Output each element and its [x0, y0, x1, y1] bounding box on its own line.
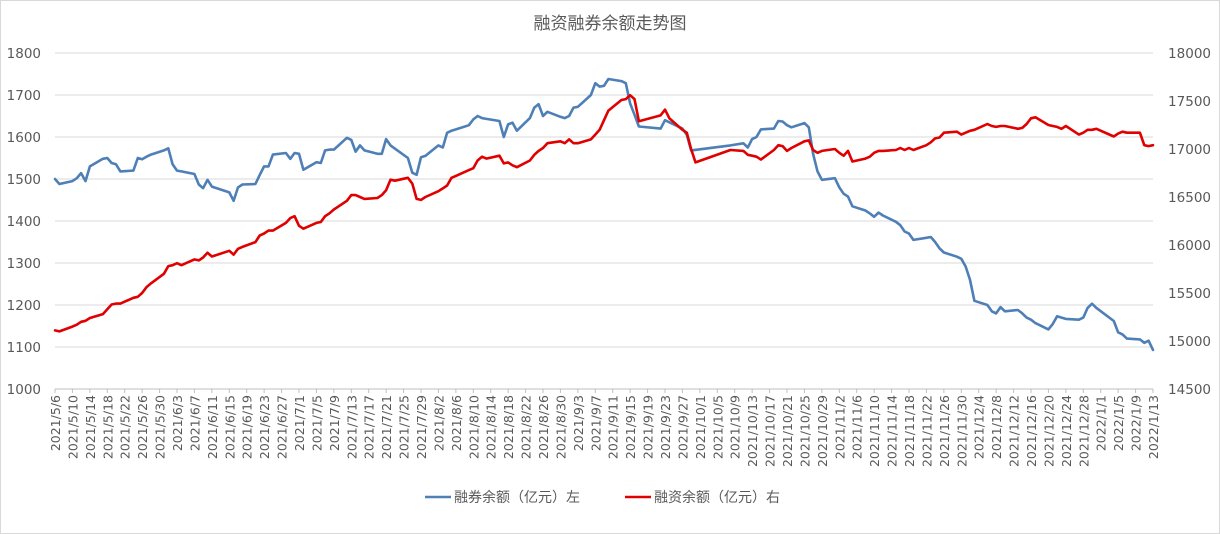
- x-tick-label: 2021/7/9: [327, 395, 342, 451]
- x-tick-label: 2021/6/27: [275, 395, 290, 459]
- x-tick-label: 2021/11/30: [954, 395, 969, 467]
- x-tick-label: 2021/12/28: [1076, 395, 1091, 467]
- x-tick-label: 2021/8/22: [519, 395, 534, 459]
- x-tick-label: 2021/8/10: [466, 395, 481, 459]
- x-tick-label: 2021/9/7: [588, 395, 603, 451]
- x-tick-label: 2021/5/6: [48, 395, 63, 451]
- x-tick-label: 2021/6/7: [187, 395, 202, 451]
- x-tick-label: 2021/10/1: [693, 395, 708, 459]
- x-tick-label: 2021/9/11: [606, 395, 621, 459]
- x-tick-label: 2022/1/13: [1146, 395, 1161, 459]
- x-tick-label: 2021/5/18: [100, 395, 115, 459]
- series-line-short-balance: [53, 77, 1155, 352]
- x-tick-label: 2021/6/23: [257, 395, 272, 459]
- x-tick-label: 2021/7/17: [362, 395, 377, 459]
- right-tick-label: 14500: [1168, 382, 1211, 398]
- x-tick-label: 2021/7/29: [414, 395, 429, 459]
- right-tick-label: 15500: [1168, 286, 1211, 302]
- left-tick-label: 1700: [7, 88, 41, 104]
- right-tick-label: 16500: [1168, 190, 1211, 206]
- x-tick-label: 2021/8/26: [536, 395, 551, 459]
- left-tick-label: 1000: [7, 382, 41, 398]
- x-tick-label: 2021/6/11: [205, 395, 220, 459]
- left-y-axis: 1000 1100 1200 1300 1400 1500 1600 1700 1800: [7, 46, 41, 398]
- x-tick-label: 2022/1/1: [1094, 395, 1109, 451]
- x-tick-label: 2021/12/4: [972, 395, 987, 459]
- right-tick-label: 17500: [1168, 94, 1211, 110]
- legend-label: 融券余额（亿元）左: [454, 489, 580, 506]
- x-tick-label: 2021/10/17: [763, 395, 778, 467]
- x-tick-label: 2021/10/13: [745, 395, 760, 467]
- x-tick-label: 2021/10/5: [710, 395, 725, 459]
- x-tick-label: 2021/6/3: [170, 395, 185, 451]
- x-tick-label: 2021/11/22: [919, 395, 934, 467]
- left-tick-label: 1500: [7, 172, 41, 188]
- gridlines: [55, 52, 1153, 390]
- x-tick-label: 2021/5/30: [153, 395, 168, 459]
- series-line-margin-balance: [53, 93, 1155, 333]
- x-tick-label: 2021/9/15: [623, 395, 638, 459]
- left-tick-label: 1300: [7, 256, 41, 272]
- right-tick-label: 17000: [1168, 142, 1211, 158]
- left-tick-label: 1800: [7, 46, 41, 62]
- left-tick-label: 1100: [7, 340, 41, 356]
- x-tick-label: 2021/11/10: [867, 395, 882, 467]
- x-tick-label: 2021/5/26: [135, 395, 150, 459]
- legend-label: 融资余额（亿元）右: [654, 489, 780, 506]
- x-tick-label: 2021/7/13: [344, 395, 359, 459]
- legend: 融券余额（亿元）左 融资余额（亿元）右: [425, 489, 780, 506]
- x-tick-label: 2021/11/14: [885, 395, 900, 467]
- x-tick-label: 2021/5/14: [83, 395, 98, 459]
- x-tick-label: 2021/12/12: [1007, 395, 1022, 467]
- x-tick-label: 2021/12/20: [1041, 395, 1056, 467]
- series-layer: [53, 77, 1155, 352]
- x-tick-label: 2021/8/2: [431, 395, 446, 451]
- x-tick-label: 2021/8/14: [484, 395, 499, 459]
- left-tick-label: 1400: [7, 214, 41, 230]
- left-tick-label: 1200: [7, 298, 41, 314]
- x-tick-label: 2021/11/6: [850, 395, 865, 459]
- x-tick-label: 2021/9/19: [641, 395, 656, 459]
- x-tick-label: 2021/9/3: [571, 395, 586, 451]
- x-tick-label: 2021/9/27: [675, 395, 690, 459]
- x-tick-label: 2021/10/29: [815, 395, 830, 467]
- x-tick-label: 2021/7/5: [309, 395, 324, 451]
- x-tick-label: 2021/7/25: [397, 395, 412, 459]
- x-tick-label: 2021/10/25: [797, 395, 812, 467]
- x-tick-label: 2021/10/9: [728, 395, 743, 459]
- x-tick-label: 2021/12/24: [1059, 395, 1074, 467]
- x-tick-label: 2021/11/26: [937, 395, 952, 467]
- x-tick-label: 2021/8/30: [553, 395, 568, 459]
- x-tick-label: 2022/1/5: [1111, 395, 1126, 451]
- x-tick-label: 2021/12/16: [1024, 395, 1039, 467]
- x-tick-label: 2021/7/1: [292, 395, 307, 451]
- x-tick-label: 2021/11/2: [832, 395, 847, 459]
- x-tick-label: 2021/8/6: [449, 395, 464, 451]
- x-tick-label: 2021/6/15: [222, 395, 237, 459]
- x-tick-label: 2021/11/18: [902, 395, 917, 467]
- left-tick-label: 1600: [7, 130, 41, 146]
- x-tick-label: 2021/9/23: [658, 395, 673, 459]
- x-tick-label: 2021/12/8: [989, 395, 1004, 459]
- right-tick-label: 18000: [1168, 46, 1211, 62]
- x-tick-label: 2022/1/9: [1129, 395, 1144, 451]
- x-tick-label: 2021/6/19: [240, 395, 255, 459]
- x-axis: 2021/5/6 2021/5/10 2021/5/14 2021/5/18 2021/…: [48, 389, 1161, 467]
- x-tick-label: 2021/7/21: [379, 395, 394, 459]
- x-tick-label: 2021/5/10: [65, 395, 80, 459]
- x-tick-label: 2021/8/18: [501, 395, 516, 459]
- right-tick-label: 15000: [1168, 334, 1211, 350]
- chart-title: 融资融券余额走势图: [534, 14, 687, 34]
- x-tick-label: 2021/5/22: [118, 395, 133, 459]
- right-y-axis: 14500 15000 15500 16000 16500 17000 17500 18000: [1168, 46, 1211, 398]
- x-tick-label: 2021/10/21: [780, 395, 795, 467]
- right-tick-label: 16000: [1168, 238, 1211, 254]
